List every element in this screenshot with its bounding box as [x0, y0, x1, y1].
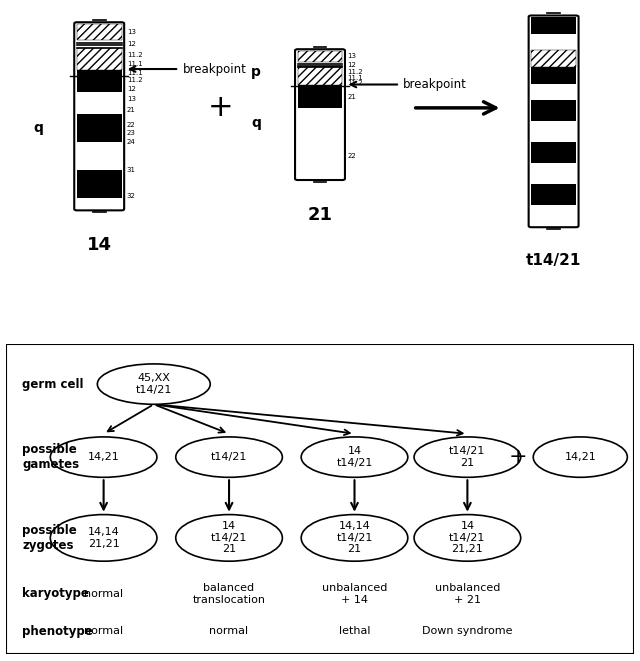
Text: 23: 23	[127, 130, 136, 136]
Bar	[531, 100, 576, 122]
Text: possible
gametes: possible gametes	[22, 443, 79, 471]
FancyBboxPatch shape	[6, 344, 634, 654]
Text: germ cell: germ cell	[22, 377, 84, 391]
Text: lethal: lethal	[339, 626, 371, 636]
Text: 13: 13	[348, 54, 356, 59]
Bar	[298, 67, 342, 85]
Text: 11.2: 11.2	[127, 77, 142, 83]
Text: 14,21: 14,21	[564, 452, 596, 462]
Text: 22: 22	[348, 153, 356, 159]
Ellipse shape	[533, 437, 627, 477]
Bar	[531, 184, 576, 205]
Text: 45,XX
t14/21: 45,XX t14/21	[136, 373, 172, 395]
Text: 14,14
t14/21
21: 14,14 t14/21 21	[336, 522, 372, 555]
Bar	[531, 67, 576, 84]
Ellipse shape	[414, 437, 521, 477]
Bar	[77, 48, 122, 70]
Bar	[298, 50, 342, 62]
Text: 21: 21	[127, 107, 136, 113]
Text: 12: 12	[127, 87, 136, 93]
Text: 11.2: 11.2	[348, 69, 363, 75]
Bar	[531, 50, 576, 67]
Bar	[531, 17, 576, 226]
Text: 22: 22	[127, 122, 136, 128]
Text: breakpoint: breakpoint	[403, 78, 467, 91]
Text: q: q	[33, 121, 44, 135]
Ellipse shape	[176, 437, 282, 477]
Ellipse shape	[414, 514, 521, 561]
Text: unbalanced
+ 21: unbalanced + 21	[435, 583, 500, 605]
Text: phenotype: phenotype	[22, 625, 93, 638]
Text: breakpoint: breakpoint	[182, 63, 246, 75]
Text: 14
t14/21: 14 t14/21	[336, 446, 372, 468]
Bar	[77, 24, 122, 40]
Text: 11.1: 11.1	[127, 61, 143, 67]
Text: 11.2: 11.2	[127, 52, 142, 58]
Text: 14
t14/21
21,21: 14 t14/21 21,21	[449, 522, 486, 555]
Text: +: +	[508, 447, 527, 467]
Text: t14/21: t14/21	[211, 452, 247, 462]
Text: karyotype: karyotype	[22, 588, 89, 600]
Bar	[298, 51, 342, 178]
Bar	[77, 24, 122, 209]
Ellipse shape	[51, 437, 157, 477]
Text: 24: 24	[127, 139, 136, 145]
Text: 14,21: 14,21	[88, 452, 120, 462]
Text: t14/21
21: t14/21 21	[449, 446, 486, 468]
Text: +: +	[208, 93, 234, 122]
Text: Down syndrome: Down syndrome	[422, 626, 513, 636]
Text: p: p	[251, 65, 261, 79]
Text: possible
zygotes: possible zygotes	[22, 524, 77, 552]
Ellipse shape	[51, 514, 157, 561]
Ellipse shape	[301, 437, 408, 477]
Text: 31: 31	[127, 167, 136, 173]
Text: normal: normal	[84, 589, 123, 599]
Text: normal: normal	[84, 626, 123, 636]
Bar	[298, 85, 342, 108]
Bar	[77, 114, 122, 142]
Text: 14
t14/21
21: 14 t14/21 21	[211, 522, 247, 555]
Ellipse shape	[176, 514, 282, 561]
Text: 11.1: 11.1	[127, 69, 143, 76]
Text: 12: 12	[348, 61, 356, 67]
Bar	[531, 142, 576, 163]
Text: 21: 21	[348, 94, 356, 100]
Bar	[77, 70, 122, 92]
Text: balanced
translocation: balanced translocation	[193, 583, 266, 605]
Text: 14: 14	[86, 236, 112, 254]
Bar	[77, 170, 122, 198]
Text: normal: normal	[209, 626, 248, 636]
Text: 32: 32	[127, 193, 136, 199]
Text: 11.1: 11.1	[348, 75, 364, 81]
Text: 11.2: 11.2	[348, 80, 363, 86]
Text: 12: 12	[127, 41, 136, 47]
Text: t14/21: t14/21	[526, 253, 581, 268]
Ellipse shape	[97, 364, 210, 405]
Text: unbalanced
+ 14: unbalanced + 14	[322, 583, 387, 605]
Text: 14,14
21,21: 14,14 21,21	[88, 527, 120, 549]
Text: 13: 13	[127, 29, 136, 35]
Text: q: q	[251, 116, 261, 130]
Text: 21: 21	[307, 206, 333, 223]
Ellipse shape	[301, 514, 408, 561]
Bar	[531, 17, 576, 34]
Text: 13: 13	[127, 96, 136, 102]
Text: ~: ~	[639, 447, 640, 467]
